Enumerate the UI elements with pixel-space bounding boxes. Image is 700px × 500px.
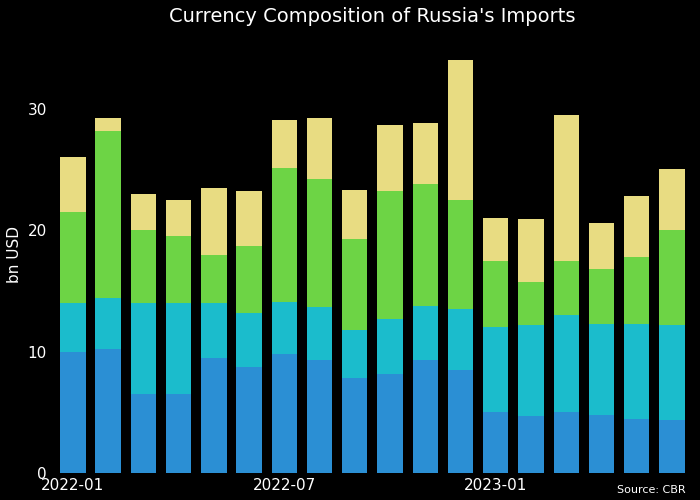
Bar [659,420,685,473]
Bar [448,60,473,200]
Bar [377,374,402,473]
Bar [518,220,544,282]
Bar [659,230,685,325]
Bar [589,324,614,415]
Bar [518,416,544,473]
Bar [448,370,473,473]
Bar [554,260,579,316]
Bar [624,418,650,473]
Bar [131,194,156,230]
Bar [554,316,579,412]
Bar [624,257,650,324]
Bar [342,330,368,378]
Bar [201,188,227,254]
Bar [342,190,368,238]
Bar [307,179,332,307]
Bar [307,118,332,179]
Bar [377,319,402,374]
Bar [307,360,332,473]
Bar [483,260,508,328]
Bar [589,223,614,269]
Title: Currency Composition of Russia's Imports: Currency Composition of Russia's Imports [169,7,575,26]
Bar [60,158,85,212]
Bar [342,238,368,330]
Bar [166,394,191,473]
Bar [659,170,685,230]
Bar [412,124,438,184]
Bar [377,192,402,319]
Bar [201,254,227,303]
Bar [131,394,156,473]
Bar [272,302,297,354]
Bar [342,378,368,473]
Bar [60,212,85,303]
Bar [131,230,156,303]
Bar [377,124,402,192]
Bar [589,269,614,324]
Bar [237,192,262,246]
Bar [448,200,473,309]
Bar [60,352,85,473]
Bar [624,324,650,418]
Bar [483,328,508,412]
Bar [448,309,473,370]
Bar [95,350,121,473]
Bar [518,325,544,416]
Bar [483,218,508,260]
Bar [589,415,614,473]
Bar [166,303,191,394]
Bar [237,368,262,473]
Bar [201,303,227,358]
Bar [412,306,438,360]
Bar [554,115,579,260]
Bar [554,412,579,473]
Bar [272,354,297,473]
Bar [237,313,262,368]
Y-axis label: bn USD: bn USD [7,226,22,283]
Bar [60,303,85,352]
Bar [272,168,297,302]
Text: Source: CBR: Source: CBR [617,485,686,495]
Bar [201,358,227,473]
Bar [131,303,156,394]
Bar [166,236,191,303]
Bar [659,325,685,420]
Bar [624,196,650,257]
Bar [307,307,332,360]
Bar [166,200,191,236]
Bar [412,184,438,306]
Bar [483,412,508,473]
Bar [95,118,121,130]
Bar [95,130,121,298]
Bar [272,120,297,168]
Bar [95,298,121,350]
Bar [237,246,262,313]
Bar [412,360,438,473]
Bar [518,282,544,325]
